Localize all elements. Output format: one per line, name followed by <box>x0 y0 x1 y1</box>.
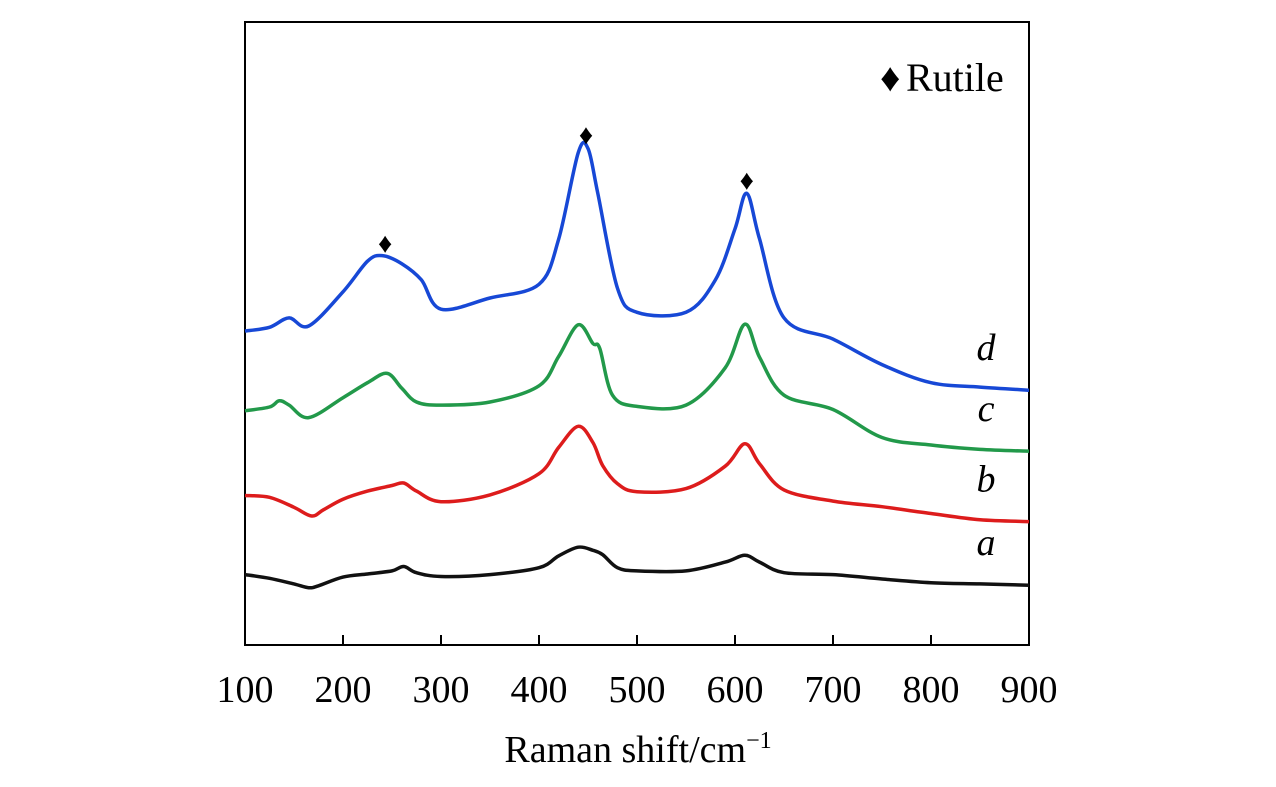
legend-marker-icon: ♦ <box>880 55 900 100</box>
series-label-b: b <box>977 459 996 501</box>
x-tick-label: 600 <box>707 669 764 711</box>
legend: ♦ Rutile <box>880 55 1004 100</box>
x-tick-label: 100 <box>217 669 274 711</box>
x-axis-title: Raman shift/cm−1 <box>504 728 771 771</box>
rutile-marker-icon: ♦ <box>579 120 593 151</box>
series-label-c: c <box>978 388 995 430</box>
plot-frame <box>244 21 1030 646</box>
series-line-a <box>244 545 1030 590</box>
series-label-a: a <box>977 522 996 564</box>
x-tick-label: 400 <box>511 669 568 711</box>
x-axis-ticks: 100 200 300 400 500 600 700 800 900 <box>217 635 1058 711</box>
series-line-b <box>244 424 1030 524</box>
legend-label: Rutile <box>906 55 1004 100</box>
x-tick-label: 500 <box>609 669 666 711</box>
x-axis-title-text: Raman shift/cm <box>504 729 746 771</box>
rutile-marker-icon: ♦ <box>740 166 754 197</box>
series-line-c <box>244 322 1030 453</box>
x-tick-label: 900 <box>1001 669 1058 711</box>
series-line-d <box>244 140 1030 392</box>
x-tick-label: 200 <box>315 669 372 711</box>
x-axis-title-superscript: −1 <box>746 728 772 754</box>
x-tick-label: 800 <box>903 669 960 711</box>
rutile-marker-icon: ♦ <box>378 229 392 260</box>
rutile-peak-markers: ♦ ♦ ♦ <box>378 120 754 259</box>
plot-border <box>244 21 1030 646</box>
series-label-d: d <box>977 327 997 369</box>
x-tick-label: 300 <box>413 669 470 711</box>
x-tick-label: 700 <box>805 669 862 711</box>
series-lines <box>244 140 1030 590</box>
